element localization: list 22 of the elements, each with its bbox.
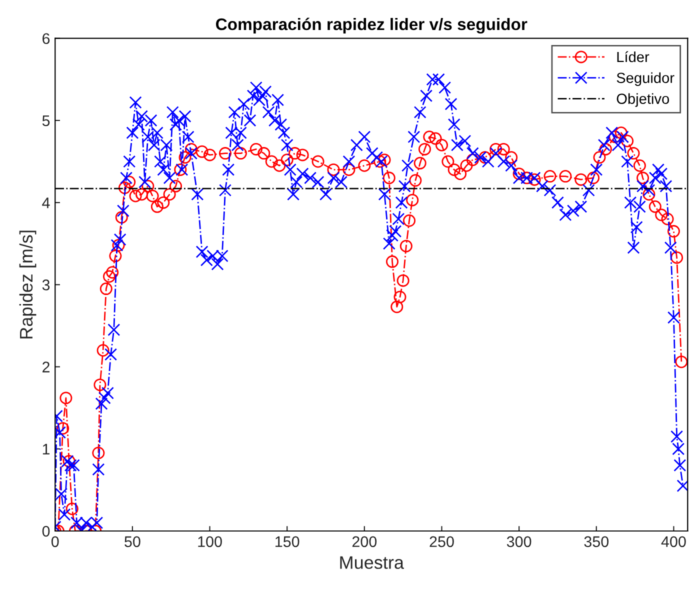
x-tick-label: 300: [506, 536, 532, 548]
x-tick-label: 0: [51, 536, 59, 548]
x-tick-label: 50: [124, 536, 140, 548]
y-tick-label: 3: [42, 280, 50, 290]
chart-title: Comparación rapidez lider v/s seguidor: [216, 18, 528, 34]
x-tick-label: 150: [276, 536, 300, 548]
y-tick-label: 2: [42, 362, 50, 372]
x-tick-label: 250: [430, 536, 454, 548]
y-tick-label: 4: [42, 198, 50, 208]
legend-label: Objetivo: [616, 93, 670, 107]
legend-label: Líder: [617, 51, 650, 62]
y-tick-label: 0: [42, 526, 50, 537]
x-tick-label: 400: [661, 536, 686, 548]
y-tick-label: 1: [42, 444, 50, 454]
x-tick-label: 100: [198, 536, 222, 548]
x-axis-title: Muestra: [340, 556, 404, 569]
y-axis-title: Rapidez [m/s]: [19, 230, 36, 338]
y-tick-label: 5: [42, 115, 50, 126]
x-tick-label: 350: [584, 536, 609, 548]
y-tick-label: 6: [42, 33, 50, 44]
x-tick-label: 200: [352, 536, 377, 548]
legend-label: Seguidor: [616, 72, 674, 86]
